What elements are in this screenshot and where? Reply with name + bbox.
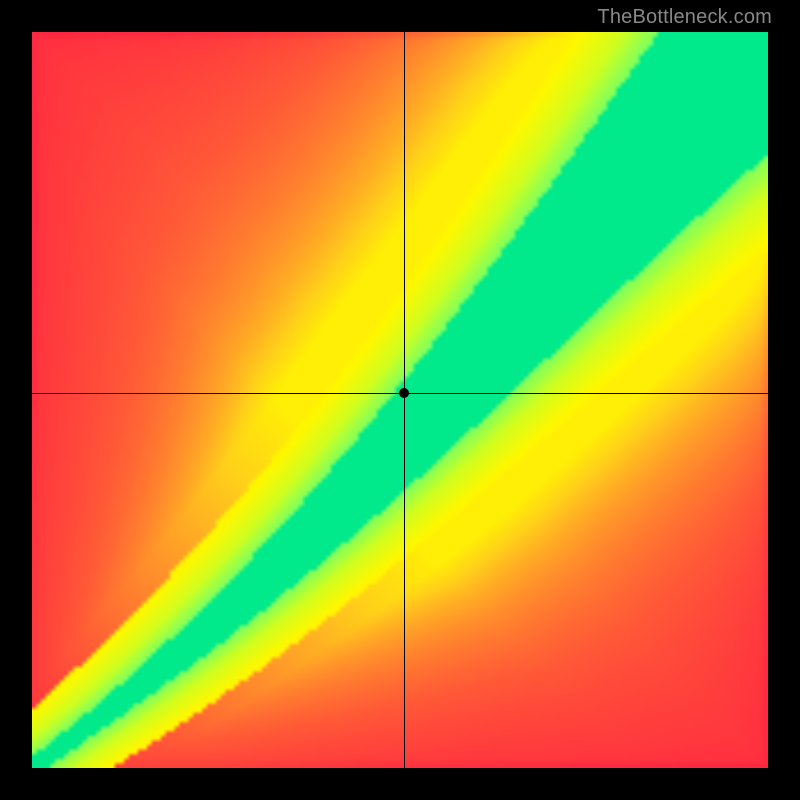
marker-dot	[399, 388, 409, 398]
attribution-text: TheBottleneck.com	[597, 6, 772, 29]
plot-frame	[32, 32, 768, 768]
crosshair-vertical	[404, 32, 405, 768]
bottleneck-heatmap	[32, 32, 768, 768]
